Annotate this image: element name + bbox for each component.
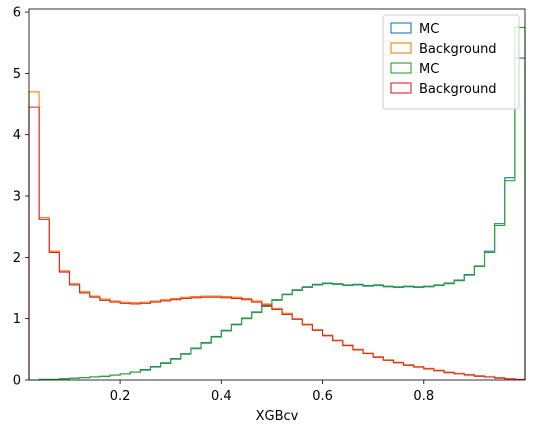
y-tick-label: 5: [13, 67, 21, 82]
y-tick-label: 0: [13, 374, 21, 389]
legend-label: Background: [419, 42, 497, 57]
legend-swatch: [390, 42, 412, 54]
y-tick-label: 3: [13, 190, 21, 205]
x-axis-ticks: 0.2 0.4 0.6 0.8: [110, 380, 434, 404]
series-3-step-line: [28, 106, 526, 380]
y-tick-label: 2: [13, 251, 21, 266]
legend-box: [382, 14, 520, 110]
series-layer: [28, 26, 526, 381]
y-tick-label: 4: [13, 128, 21, 143]
legend-swatch: [390, 82, 412, 94]
legend-swatch: [390, 62, 412, 74]
series-2-step-line: [29, 26, 526, 381]
legend: MC Background MC Background: [382, 14, 520, 110]
y-axis-ticks: 0 1 2 3 4 5 6: [13, 6, 29, 389]
legend-label: MC: [419, 22, 439, 37]
x-tick-label: 0.8: [413, 389, 434, 404]
x-axis-label: XGBcv: [256, 409, 299, 424]
legend-label: MC: [419, 62, 439, 77]
legend-swatch: [390, 22, 412, 34]
x-tick-label: 0.2: [110, 389, 131, 404]
x-tick-label: 0.6: [312, 389, 333, 404]
legend-label: Background: [419, 82, 497, 97]
y-tick-label: 6: [13, 6, 21, 21]
plot-frame: [28, 8, 526, 381]
y-tick-label: 1: [13, 312, 21, 327]
x-tick-label: 0.4: [211, 389, 232, 404]
